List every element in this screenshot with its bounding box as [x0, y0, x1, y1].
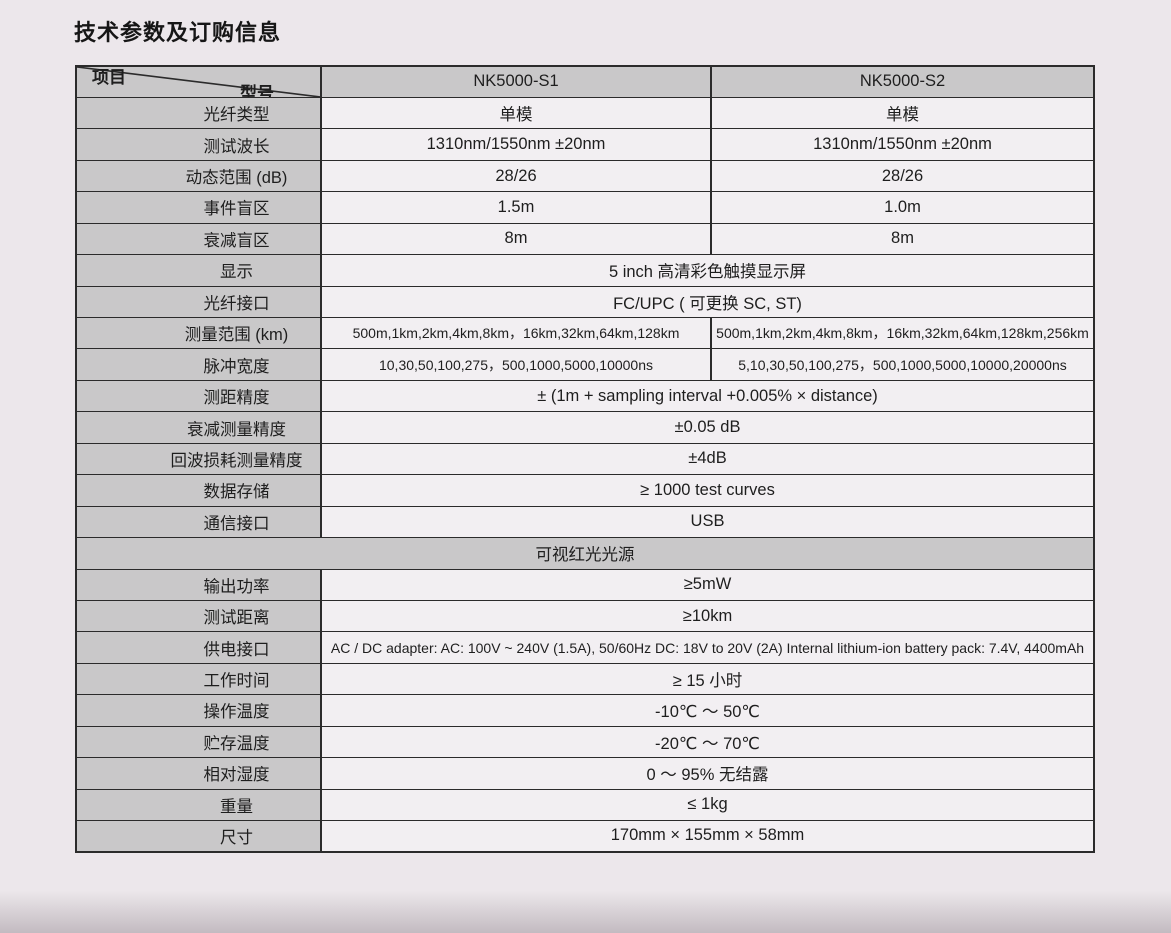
spec-row: 操作温度 -10℃ ～ 50℃: [75, 694, 1095, 727]
column-header-nk5000-s2: NK5000-S2: [710, 65, 1095, 98]
row-value-span: -10℃ ～ 50℃: [320, 694, 1095, 727]
row-value-span: 0 ～ 95% 无结露: [320, 757, 1095, 790]
spec-row: 测试距离 ≥10km: [75, 599, 1095, 633]
row-value-s2: 28/26: [710, 159, 1095, 193]
row-value-span: FC/UPC ( 可更换 SC, ST): [320, 285, 1095, 319]
row-value-s2: 5,10,30,50,100,275，500,1000,5000,10000,2…: [710, 348, 1095, 381]
spec-row: 测距精度 ± (1m + sampling interval +0.005% × …: [75, 379, 1095, 413]
corner-label-model: 型号: [240, 84, 274, 98]
row-label: 衰减盲区: [75, 222, 322, 256]
row-label: 测量范围 (km): [75, 316, 322, 350]
row-value-s1: 单模: [320, 96, 712, 130]
spec-row: 脉冲宽度 10,30,50,100,275，500,1000,5000,10000…: [75, 348, 1095, 381]
row-value-span: USB: [320, 505, 1095, 539]
page-title: 技术参数及订购信息: [74, 20, 282, 45]
row-value-s1: 500m,1km,2km,4km,8km，16km,32km,64km,128k…: [320, 316, 712, 350]
spec-row: 尺寸 170mm × 155mm × 58mm: [75, 819, 1095, 853]
row-value-s1: 1310nm/1550nm ±20nm: [320, 128, 712, 161]
row-value-s2: 8m: [710, 222, 1095, 256]
row-label: 操作温度: [75, 694, 322, 727]
row-label: 动态范围 (dB): [75, 159, 322, 193]
row-label: 光纤接口: [75, 285, 322, 319]
diagonal-line: [77, 67, 320, 97]
row-value-span: ±4dB: [320, 442, 1095, 476]
spec-row: 数据存储 ≥ 1000 test curves: [75, 474, 1095, 507]
row-label: 贮存温度: [75, 725, 322, 759]
row-label: 测试波长: [75, 128, 322, 161]
row-label: 测试距离: [75, 599, 322, 633]
row-label: 通信接口: [75, 505, 322, 539]
row-value-span: ±0.05 dB: [320, 411, 1095, 444]
section-title: 可视红光光源: [75, 537, 1095, 570]
row-value-span: ≤ 1kg: [320, 788, 1095, 822]
section-row: 可视红光光源: [75, 537, 1095, 570]
row-value-s1: 28/26: [320, 159, 712, 193]
row-label: 事件盲区: [75, 191, 322, 224]
spec-row: 显示 5 inch 高清彩色触摸显示屏: [75, 254, 1095, 287]
row-label: 供电接口: [75, 631, 322, 664]
spec-row: 供电接口 AC / DC adapter: AC: 100V ~ 240V (1.…: [75, 631, 1095, 664]
row-label: 尺寸: [75, 819, 322, 853]
row-value-span: 170mm × 155mm × 58mm: [320, 819, 1095, 853]
spec-row: 相对湿度 0 ～ 95% 无结露: [75, 757, 1095, 790]
row-value-s2: 500m,1km,2km,4km,8km，16km,32km,64km,128k…: [710, 316, 1095, 350]
row-label: 光纤类型: [75, 96, 322, 130]
row-label: 衰减测量精度: [75, 411, 322, 444]
spec-row: 测试波长 1310nm/1550nm ±20nm 1310nm/1550nm ±20…: [75, 128, 1095, 161]
spec-row: 光纤接口 FC/UPC ( 可更换 SC, ST): [75, 285, 1095, 319]
spec-row: 事件盲区 1.5m 1.0m: [75, 191, 1095, 224]
row-label: 脉冲宽度: [75, 348, 322, 381]
row-label: 显示: [75, 254, 322, 287]
row-label: 输出功率: [75, 568, 322, 601]
row-value-s1: 10,30,50,100,275，500,1000,5000,10000ns: [320, 348, 712, 381]
corner-label-item: 项目: [92, 67, 126, 87]
row-value-span: ≥5mW: [320, 568, 1095, 601]
row-value-s2: 1.0m: [710, 191, 1095, 224]
column-header-nk5000-s1: NK5000-S1: [320, 65, 712, 98]
row-label: 数据存储: [75, 474, 322, 507]
row-value-span: AC / DC adapter: AC: 100V ~ 240V (1.5A),…: [320, 631, 1095, 664]
row-value-s1: 8m: [320, 222, 712, 256]
row-label: 相对湿度: [75, 757, 322, 790]
spec-row: 衰减盲区 8m 8m: [75, 222, 1095, 256]
row-label: 测距精度: [75, 379, 322, 413]
row-value-s2: 单模: [710, 96, 1095, 130]
spec-row: 回波损耗测量精度 ±4dB: [75, 442, 1095, 476]
spec-row: 测量范围 (km) 500m,1km,2km,4km,8km，16km,32km,…: [75, 316, 1095, 350]
row-label: 工作时间: [75, 662, 322, 696]
spec-table-body: 光纤类型 单模 单模 测试波长 1310nm/1550nm ±20nm 1310nm/15…: [75, 96, 1095, 853]
spec-row: 贮存温度 -20℃ ～ 70℃: [75, 725, 1095, 759]
row-value-span: -20℃ ～ 70℃: [320, 725, 1095, 759]
row-value-span: 5 inch 高清彩色触摸显示屏: [320, 254, 1095, 287]
spec-row: 重量 ≤ 1kg: [75, 788, 1095, 822]
spec-row: 光纤类型 单模 单模: [75, 96, 1095, 130]
row-label: 重量: [75, 788, 322, 822]
row-value-span: ≥10km: [320, 599, 1095, 633]
row-value-span: ≥ 15 小时: [320, 662, 1095, 696]
spec-row: 衰减测量精度 ±0.05 dB: [75, 411, 1095, 444]
spec-row: 通信接口 USB: [75, 505, 1095, 539]
spec-row: 工作时间 ≥ 15 小时: [75, 662, 1095, 696]
row-value-span: ≥ 1000 test curves: [320, 474, 1095, 507]
diagonal-corner-cell: 型号 项目: [75, 65, 322, 98]
row-value-s2: 1310nm/1550nm ±20nm: [710, 128, 1095, 161]
row-value-s1: 1.5m: [320, 191, 712, 224]
row-value-span: ± (1m + sampling interval +0.005% × dist…: [320, 379, 1095, 413]
header-row: 型号 项目 NK5000-S1 NK5000-S2: [75, 65, 1095, 98]
spec-table: 型号 项目 NK5000-S1 NK5000-S2 光纤类型 单模 单模 测试波长 13…: [75, 65, 1095, 853]
spec-row: 动态范围 (dB) 28/26 28/26: [75, 159, 1095, 193]
row-label: 回波损耗测量精度: [75, 442, 322, 476]
spec-row: 输出功率 ≥5mW: [75, 568, 1095, 601]
